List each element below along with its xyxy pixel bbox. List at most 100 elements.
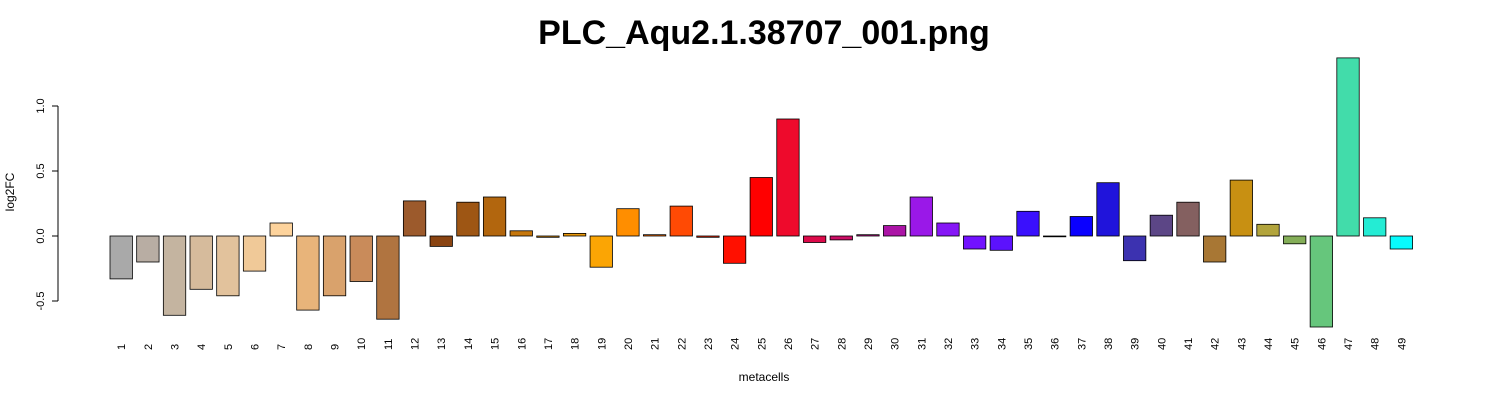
x-tick-label: 37 (1076, 338, 1088, 350)
bar-42 (1203, 235, 1227, 263)
x-tick-label: 7 (276, 344, 288, 350)
x-axis-label: metacells (739, 370, 790, 384)
x-tick-label: 2 (143, 344, 155, 350)
x-tick-label: 14 (463, 338, 475, 350)
x-tick-label: 48 (1370, 338, 1382, 350)
bar-5 (216, 235, 240, 297)
y-axis-label: log2FC (3, 172, 17, 211)
bar-18 (562, 232, 587, 237)
x-tick-label: 3 (170, 344, 182, 350)
x-tick-label: 12 (410, 338, 422, 350)
bar-8 (296, 235, 320, 311)
x-tick-label: 26 (783, 338, 795, 350)
y-tick-label: 0.0 (35, 228, 47, 243)
bar-28 (829, 235, 853, 241)
x-tick-label: 43 (1236, 338, 1248, 350)
x-tick-label: 36 (1050, 338, 1062, 350)
x-tick-labels: 1 2 3 4 5 6 7 8 9 10 11 12 13 14 15 16 17 18 19 20 21 22 23 24 2… (116, 338, 1408, 350)
x-tick-label: 21 (650, 338, 662, 350)
bar-44 (1256, 223, 1280, 237)
bar-9 (322, 235, 347, 297)
x-tick-label: 13 (436, 338, 448, 350)
x-tick-label: 33 (970, 338, 982, 350)
y-tick-label: 1.0 (35, 98, 47, 113)
bar-43 (1229, 179, 1253, 237)
bar-10 (349, 235, 373, 282)
bar-27 (803, 235, 827, 243)
bar-35 (1016, 210, 1040, 237)
x-tick-label: 6 (250, 344, 262, 350)
bar-6 (242, 235, 267, 272)
x-tick-label: 9 (330, 344, 342, 350)
bar-23 (696, 235, 720, 238)
bar-14 (456, 201, 480, 237)
bar-41 (1176, 201, 1200, 237)
x-tick-label: 34 (996, 338, 1008, 350)
bar-33 (963, 235, 987, 250)
x-tick-label: 35 (1023, 338, 1035, 350)
x-tick-label: 47 (1343, 338, 1355, 350)
bar-2 (136, 235, 160, 263)
x-tick-label: 32 (943, 338, 955, 350)
x-tick-label: 39 (1130, 338, 1142, 350)
x-tick-label: 31 (916, 338, 928, 350)
bar-46 (1309, 235, 1333, 328)
bar-34 (989, 235, 1013, 251)
bar-1 (109, 235, 133, 280)
bar-36 (1043, 235, 1067, 238)
bar-12 (402, 200, 427, 237)
x-tick-label: 19 (596, 338, 608, 350)
bar-31 (909, 196, 933, 237)
x-tick-label: 18 (570, 338, 582, 350)
x-tick-label: 25 (756, 338, 768, 350)
x-tick-label: 8 (303, 344, 315, 350)
x-tick-label: 45 (1290, 338, 1302, 350)
bar-40 (1149, 214, 1173, 237)
bar-15 (482, 196, 507, 237)
x-tick-label: 42 (1210, 338, 1222, 350)
bar-37 (1069, 216, 1093, 237)
x-tick-label: 41 (1183, 338, 1195, 350)
x-tick-label: 5 (223, 344, 235, 350)
x-tick-label: 10 (356, 338, 368, 350)
bar-21 (643, 234, 667, 237)
chart-title: PLC_Aqu2.1.38707_001.png (538, 14, 990, 52)
bar-30 (883, 225, 907, 237)
y-tick-label: -0.5 (35, 292, 47, 311)
x-tick-label: 11 (383, 339, 395, 350)
bar-49 (1389, 235, 1413, 250)
x-tick-label: 15 (490, 338, 502, 350)
bar-7 (269, 222, 293, 237)
bar-16 (509, 230, 533, 237)
bar-38 (1096, 182, 1120, 237)
bar-26 (776, 118, 800, 237)
x-tick-label: 24 (730, 338, 742, 350)
bar-13 (429, 235, 453, 247)
bar-39 (1123, 235, 1147, 262)
bar-24 (723, 235, 747, 264)
bar-47 (1336, 57, 1360, 237)
x-tick-label: 46 (1316, 338, 1328, 350)
bar-11 (376, 235, 400, 320)
x-tick-label: 44 (1263, 338, 1275, 350)
bar-32 (936, 222, 960, 237)
bar-25 (749, 177, 773, 237)
y-tick-label: 0.5 (35, 163, 47, 178)
bar-29 (856, 234, 880, 237)
x-tick-label: 16 (516, 338, 528, 350)
bars-group (109, 57, 1413, 328)
x-tick-label: 23 (703, 338, 715, 350)
bar-3 (162, 235, 187, 316)
x-tick-label: 30 (890, 338, 902, 350)
x-tick-label: 28 (836, 338, 848, 350)
bar-22 (669, 205, 693, 237)
bar-19 (589, 235, 613, 268)
x-tick-label: 49 (1396, 338, 1408, 350)
bar-48 (1363, 217, 1387, 237)
x-tick-label: 20 (623, 338, 635, 350)
x-tick-label: 4 (196, 344, 208, 350)
x-tick-label: 29 (863, 338, 875, 350)
x-tick-label: 38 (1103, 338, 1115, 350)
x-tick-label: 22 (676, 338, 688, 350)
x-tick-label: 27 (810, 338, 822, 350)
